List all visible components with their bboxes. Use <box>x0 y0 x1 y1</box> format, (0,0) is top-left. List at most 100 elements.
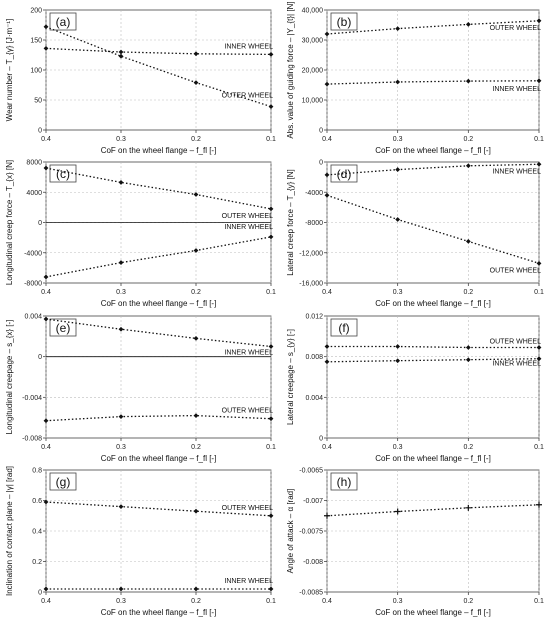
data-point <box>193 51 199 57</box>
series-annotation: OUTER WHEEL <box>490 339 541 346</box>
y-tick-label: 0 <box>319 160 323 167</box>
y-tick-label: 150 <box>30 38 42 45</box>
data-point <box>465 345 471 350</box>
y-tick-label: 200 <box>30 8 42 15</box>
y-tick-label: -0.008 <box>303 559 323 566</box>
data-point <box>536 18 542 24</box>
x-axis-label: CoF on the wheel flange – f_fl [-] <box>375 146 491 155</box>
panel-label-box <box>330 318 358 337</box>
x-tick-label: 0.4 <box>322 598 332 605</box>
data-point <box>324 172 330 178</box>
data-point <box>324 81 330 87</box>
panel-label-box <box>330 164 358 183</box>
data-point <box>268 104 274 109</box>
data-point <box>193 508 199 514</box>
x-tick-label: 0.1 <box>534 136 544 143</box>
data-point <box>43 274 49 280</box>
x-tick-label: 0.1 <box>534 598 544 605</box>
y-tick-label: -8000 <box>24 281 42 288</box>
data-point <box>324 344 330 349</box>
chart-panel-6: 0 0.004 0.008 0.012 0.4 0.3 0.2 0.1 CoF on the w… <box>286 314 544 464</box>
data-point <box>268 416 274 422</box>
y-tick-label: -0.0075 <box>299 529 323 536</box>
data-point <box>324 512 330 519</box>
data-point <box>193 248 199 253</box>
data-point <box>43 499 49 505</box>
y-tick-label: -0.007 <box>303 498 323 505</box>
x-tick-label: 0.4 <box>41 444 51 451</box>
panel-label-box <box>49 318 77 337</box>
x-tick-label: 0.4 <box>322 444 332 451</box>
y-axis-label: Lateral creep force – T_{y} [N] <box>286 169 295 276</box>
y-axis-label: Lateral creepage – s_{y} [-] <box>286 329 295 425</box>
data-point <box>118 53 124 59</box>
data-point <box>43 24 49 30</box>
y-tick-label: 0 <box>38 354 42 361</box>
panel-label: (b) <box>337 15 352 29</box>
y-axis-label: Inclination of contact plane – |γ| [rad] <box>5 466 14 596</box>
series-annotation: INNER WHEEL <box>224 224 273 231</box>
x-tick-label: 0.2 <box>463 289 473 296</box>
data-point <box>268 513 274 519</box>
data-point <box>43 165 49 171</box>
series-line <box>326 194 540 264</box>
y-tick-label: -4000 <box>305 190 323 197</box>
y-tick-label: 0.004 <box>305 395 323 402</box>
data-point <box>118 326 124 332</box>
data-point <box>193 80 199 85</box>
x-tick-label: 0.4 <box>322 289 332 296</box>
series-annotation: OUTER WHEEL <box>490 267 541 274</box>
data-point <box>536 78 542 84</box>
chart-panel-7: 0 0.2 0.4 0.6 0.8 0.4 0.3 0.2 0.1 CoF on the whee… <box>5 466 276 617</box>
x-tick-label: 0.2 <box>191 598 201 605</box>
chart-panel-1: 0 50 100 150 200 0.4 0.3 0.2 0.1 CoF on the wheel… <box>5 8 276 156</box>
y-tick-label: -0.0085 <box>299 590 323 597</box>
data-point <box>268 206 274 212</box>
chart-panel-3: -8000 -4000 0 4000 8000 0.4 0.3 0.2 0.1 CoF on th… <box>5 160 276 309</box>
y-axis-label: Angle of attack – α [rad] <box>286 489 295 574</box>
data-point <box>118 260 124 265</box>
data-point <box>395 358 401 364</box>
y-tick-label: -8000 <box>305 220 323 227</box>
y-axis-label: Longitudinal creep force – T_{x} [N] <box>5 160 14 285</box>
x-tick-label: 0.4 <box>322 136 332 143</box>
x-tick-label: 0.2 <box>463 598 473 605</box>
series-line <box>45 414 272 422</box>
y-tick-label: -0.008 <box>22 436 42 443</box>
y-tick-label: -16,000 <box>299 281 323 288</box>
series-annotation: INNER WHEEL <box>492 86 541 93</box>
y-axis-label: Wear number – T_{γ} [J·m⁻¹] <box>5 19 14 122</box>
series-line <box>45 318 272 348</box>
panel-label: (h) <box>337 475 352 489</box>
series-annotation: INNER WHEEL <box>224 43 273 50</box>
y-tick-label: 0.012 <box>305 314 323 321</box>
y-tick-label: -4000 <box>24 250 42 257</box>
chart-panel-8: -0.0085 -0.008 -0.0075 -0.007 -0.0065 0.4 0.3 0… <box>286 468 544 618</box>
x-tick-label: 0.4 <box>41 289 51 296</box>
y-axis-label: Longitudinal creepage – s_{x} [-] <box>5 320 14 435</box>
panel-label-box <box>49 12 77 31</box>
series-line <box>45 236 272 278</box>
panel-label-box <box>330 12 358 31</box>
x-axis-label: CoF on the wheel flange – f_fl [-] <box>101 454 217 463</box>
chart-panel-4: -16,000 -12,000 -8000 -4000 0 0.4 0.3 0.2 0.1 CoF… <box>286 160 544 309</box>
x-axis-label: CoF on the wheel flange – f_fl [-] <box>101 299 217 308</box>
series-line <box>326 80 540 85</box>
data-point <box>118 504 124 509</box>
data-point <box>395 167 401 172</box>
x-tick-label: 0.4 <box>41 136 51 143</box>
series-annotation: OUTER WHEEL <box>222 93 273 100</box>
y-tick-label: 0 <box>38 590 42 597</box>
x-tick-label: 0.3 <box>393 444 403 451</box>
series-annotation: INNER WHEEL <box>224 350 273 357</box>
data-point <box>43 316 49 322</box>
x-tick-label: 0.2 <box>463 136 473 143</box>
y-tick-label: 50 <box>34 98 42 105</box>
x-tick-label: 0.2 <box>463 444 473 451</box>
panel-label: (f) <box>338 321 349 335</box>
data-point <box>268 586 274 592</box>
y-tick-label: 0.8 <box>32 468 42 475</box>
series-annotation: OUTER WHEEL <box>222 213 273 220</box>
panel-label: (g) <box>56 475 71 489</box>
